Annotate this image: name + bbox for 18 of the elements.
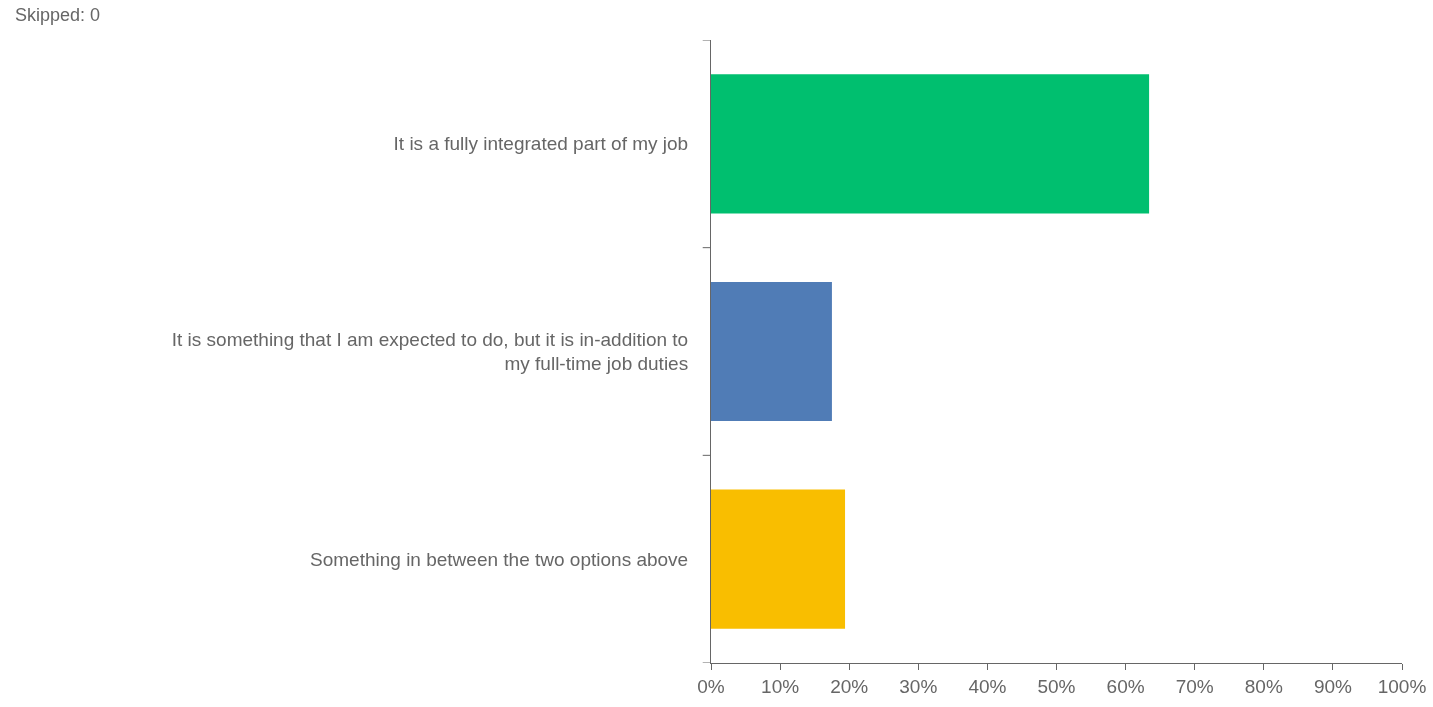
x-tick-label: 70% <box>1175 675 1214 697</box>
x-tick-label: 90% <box>1313 675 1353 697</box>
y-tick-label: Something in between the two options above <box>310 548 689 570</box>
x-tick-label: 30% <box>899 675 938 697</box>
x-tick-label: 50% <box>1037 675 1076 697</box>
x-tick-label: 10% <box>761 675 800 697</box>
x-tick-label: 0% <box>697 675 725 697</box>
x-tick-label: 80% <box>1244 675 1283 697</box>
x-tick-label: 60% <box>1106 675 1145 697</box>
text: Skipped: 0 <box>15 5 101 25</box>
x-tick-label: 20% <box>830 675 869 697</box>
x-tick-label: 40% <box>968 675 1007 697</box>
bar <box>711 74 1150 214</box>
y-tick-label: It is something that I am expected to do, but it is in-addition to my full-time job duties <box>171 328 689 375</box>
x-tick-label: 100% <box>1377 675 1427 697</box>
bar <box>711 281 832 422</box>
bar <box>711 489 846 629</box>
y-tick-label: It is a fully integrated part of my job <box>393 133 689 155</box>
